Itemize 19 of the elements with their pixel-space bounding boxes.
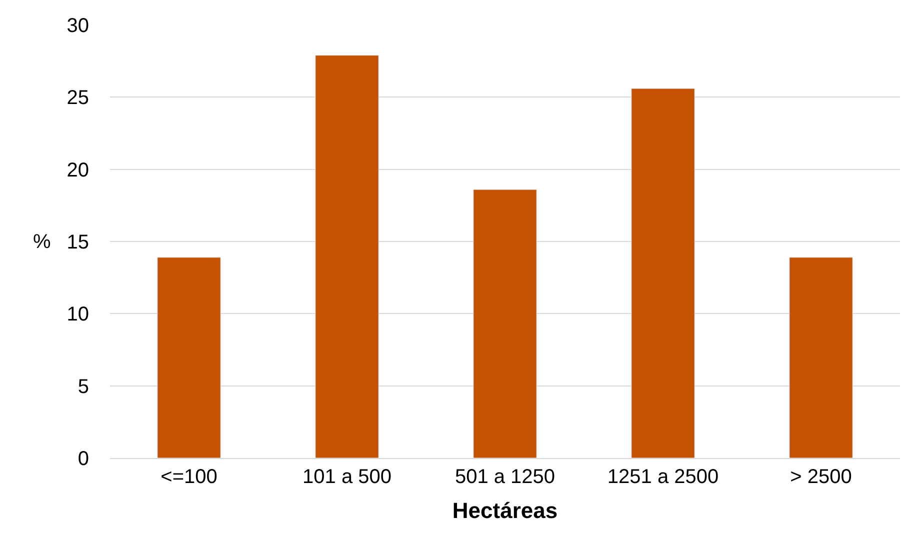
y-tick-label: 20	[66, 159, 89, 182]
y-tick-label: 10	[66, 304, 89, 326]
x-tick-label: > 2500	[790, 466, 852, 488]
bar	[789, 257, 853, 458]
x-tick-label: 501 a 1250	[454, 466, 556, 488]
x-tick-label: 101 a 500	[302, 466, 392, 488]
y-tick-label: 30	[66, 15, 89, 37]
bar	[473, 189, 537, 458]
y-axis-title: %	[33, 231, 51, 253]
bar	[631, 88, 695, 458]
x-tick-label: 1251 a 2500	[607, 466, 719, 488]
y-tick-label: 5	[78, 376, 89, 398]
y-tick-label: 0	[78, 448, 89, 470]
y-tick-label: 15	[66, 232, 89, 254]
x-axis-title: Hectáreas	[452, 498, 558, 523]
bar	[157, 257, 221, 458]
y-tick-label: 25	[66, 87, 89, 110]
bar	[315, 55, 379, 458]
x-tick-label: <=100	[160, 466, 218, 488]
